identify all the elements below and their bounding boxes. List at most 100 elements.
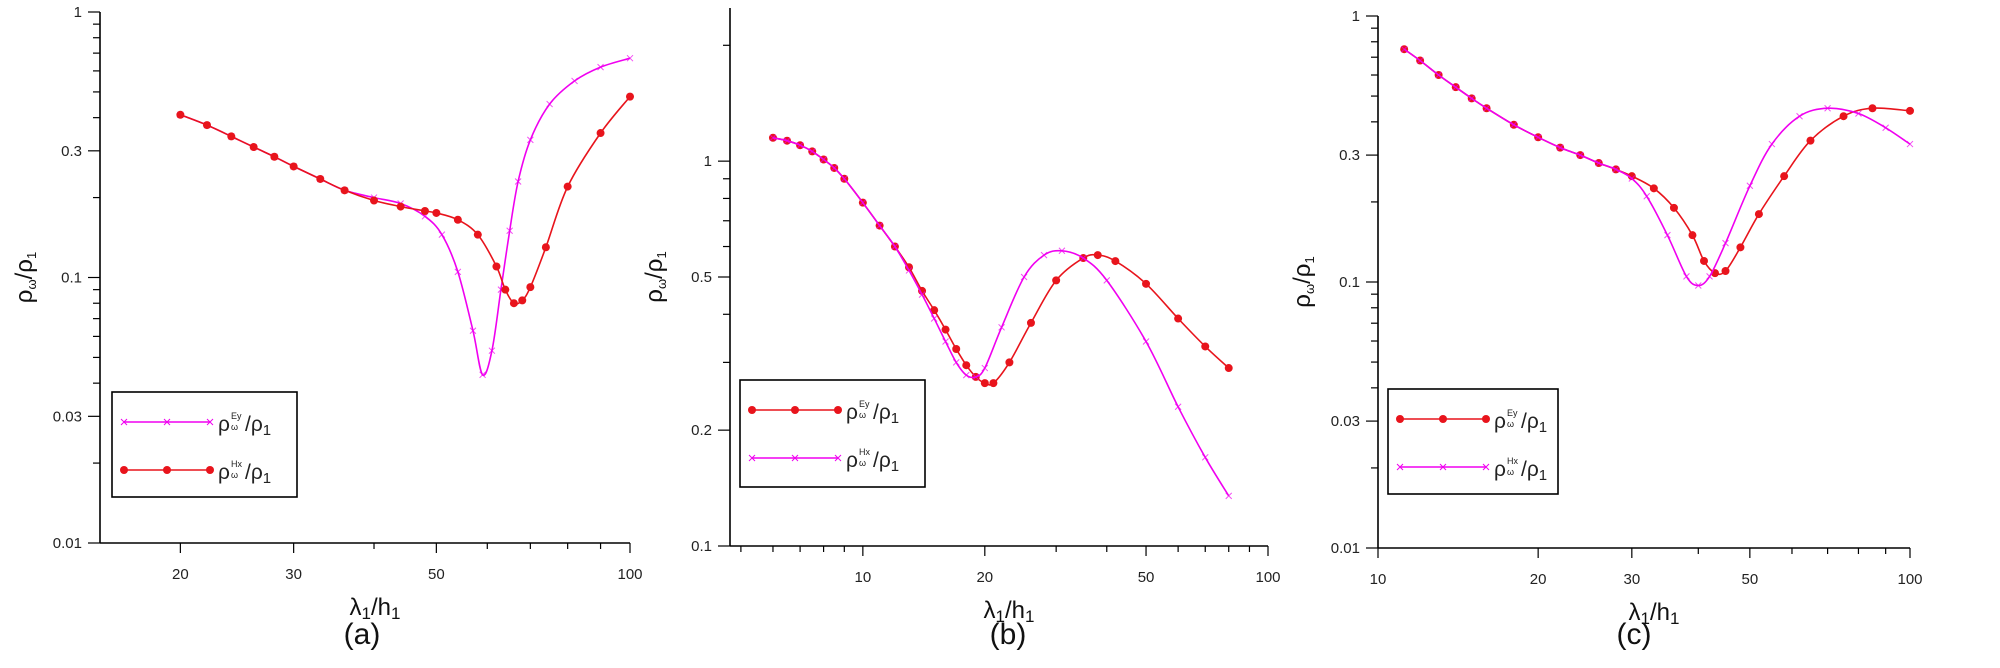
data-point: [1906, 106, 1914, 115]
legend-label-denominator: /ρ1: [1521, 458, 1547, 484]
data-point: [830, 164, 838, 172]
panel-caption: (b): [990, 618, 1027, 651]
legend-label-subscript: ω: [231, 470, 238, 480]
data-point: [501, 285, 510, 294]
legend-marker: [1396, 463, 1404, 471]
legend-label: ρ: [846, 449, 858, 472]
data-point: [1754, 210, 1763, 219]
data-point: [1142, 279, 1151, 288]
data-point: [930, 315, 938, 322]
legend-label: ρ: [218, 461, 230, 484]
legend-label-subscript: ω: [231, 422, 238, 432]
y-tick-label: 0.03: [53, 408, 82, 425]
data-point: [1225, 492, 1233, 500]
data-point: [518, 296, 527, 305]
data-point: [227, 132, 236, 141]
y-tick-label: 1: [74, 4, 82, 21]
x-axis-label: λ1/h1: [984, 597, 1035, 626]
data-point: [289, 162, 298, 171]
data-point: [526, 283, 535, 292]
data-point: [202, 121, 211, 130]
data-point: [859, 199, 867, 207]
data-point: [1722, 239, 1729, 247]
data-point: [1796, 112, 1803, 120]
legend-label-superscript: Hx: [859, 447, 870, 457]
data-point: [571, 77, 578, 85]
legend: ρ Eyω/ρ1ρ Hxω/ρ1: [1387, 388, 1559, 495]
data-point: [1435, 71, 1442, 79]
data-point: [876, 222, 883, 229]
data-point: [1649, 184, 1658, 193]
data-point: [597, 63, 604, 71]
data-point: [1052, 276, 1061, 285]
y-tick-label: 1: [704, 153, 712, 170]
data-point: [1683, 273, 1690, 280]
data-point: [981, 364, 989, 372]
data-point: [1882, 124, 1890, 132]
x-tick-label: 10: [855, 569, 872, 586]
data-point: [438, 231, 446, 239]
data-point: [796, 141, 804, 149]
data-point: [1906, 140, 1914, 148]
legend-label-superscript: Hx: [231, 459, 242, 469]
data-point: [989, 379, 998, 388]
legend-label-denominator: /ρ1: [873, 401, 899, 427]
series-line: [772, 137, 1230, 497]
data-point: [1079, 254, 1087, 262]
y-tick-label: 0.03: [1331, 413, 1360, 430]
panel-caption: (c): [1617, 618, 1652, 651]
x-axis-label: λ1/h1: [350, 594, 401, 623]
data-point: [1806, 136, 1815, 145]
legend-box: [739, 379, 926, 488]
y-axis-label: ρω/ρ1: [1289, 256, 1317, 307]
data-point: [1855, 110, 1862, 117]
legend-label-superscript: Ey: [859, 399, 870, 409]
data-point: [1201, 453, 1209, 461]
data-point: [1706, 273, 1713, 280]
legend: ρ Eyω/ρ1ρ Hxω/ρ1: [111, 391, 298, 498]
y-tick-label: 0.2: [691, 422, 712, 439]
y-tick-label: 0.1: [691, 538, 712, 555]
data-point: [1174, 403, 1182, 411]
data-point: [972, 373, 980, 381]
y-tick-label: 0.1: [61, 270, 82, 287]
data-point: [1746, 182, 1754, 190]
legend-label-subscript: ω: [859, 458, 866, 468]
legend-marker: [163, 418, 171, 426]
data-point: [1534, 133, 1542, 141]
data-point: [596, 129, 605, 138]
data-point: [492, 262, 501, 271]
data-point: [930, 306, 939, 315]
y-tick-label: 1: [1352, 8, 1360, 25]
data-point: [370, 196, 379, 205]
data-point: [432, 208, 441, 217]
data-point: [942, 338, 949, 345]
data-point: [488, 347, 496, 355]
y-axis-label: ρω/ρ1: [641, 251, 669, 302]
data-point: [454, 268, 462, 276]
data-point: [962, 371, 970, 379]
legend-marker: [1396, 415, 1404, 423]
x-tick-label: 100: [1897, 571, 1922, 588]
series-2: [176, 92, 634, 308]
data-point: [1868, 104, 1877, 113]
data-point: [783, 137, 791, 145]
chart-panel-3: 10 20 30 50 1000.010.030.10.31λ1/h1ρω/ρ1(c)ρ…: [1289, 8, 1923, 651]
legend-marker: [120, 466, 128, 474]
data-point: [1694, 282, 1702, 289]
data-point: [808, 148, 816, 155]
legend-label: ρ: [1494, 458, 1506, 481]
series-line: [1403, 48, 1911, 276]
x-tick-label: 20: [1530, 571, 1547, 588]
data-point: [509, 299, 518, 308]
data-point: [626, 54, 634, 62]
y-tick-label: 0.3: [61, 143, 82, 160]
data-point: [1669, 203, 1678, 212]
data-point: [1224, 364, 1233, 373]
legend-marker: [834, 406, 842, 414]
legend-marker: [1439, 415, 1447, 423]
data-point: [1556, 144, 1564, 151]
legend-box: [111, 391, 298, 498]
